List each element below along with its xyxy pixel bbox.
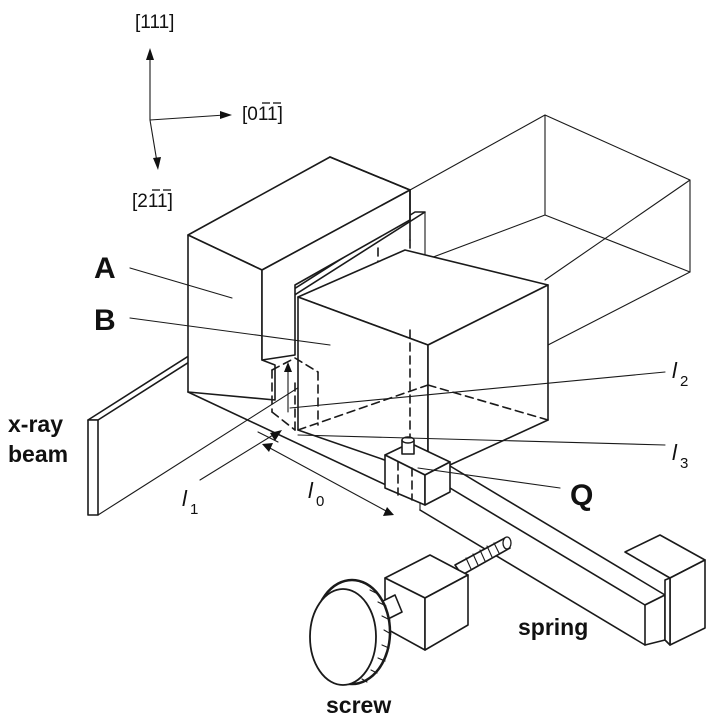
gap-marker xyxy=(271,357,319,431)
knurl-marks xyxy=(359,581,392,683)
label-B: B xyxy=(94,304,116,337)
arrowhead-l1-icon xyxy=(270,430,282,441)
svg-text:0: 0 xyxy=(316,493,324,510)
label-Q: Q xyxy=(570,479,593,512)
back-box xyxy=(409,114,691,346)
svg-text:l: l xyxy=(182,486,188,511)
label-xray-line2: beam xyxy=(8,441,68,467)
screw-mechanism xyxy=(309,536,512,686)
label-l1: l 1 xyxy=(182,486,198,518)
crystal-A xyxy=(187,156,419,501)
dimension-l1 xyxy=(199,430,282,481)
arrowhead-up-icon xyxy=(146,48,154,60)
label-l3: l 3 xyxy=(672,440,688,472)
arrowhead-small-icon xyxy=(284,362,292,372)
arrowhead-l0-left-icon xyxy=(262,443,273,452)
svg-text:[211]: [211] xyxy=(132,191,173,212)
label-l2: l 2 xyxy=(672,358,688,390)
label-xray-line1: x-ray xyxy=(8,411,63,437)
svg-text:l: l xyxy=(672,440,678,465)
svg-text:1: 1 xyxy=(190,501,198,518)
svg-text:[011]: [011] xyxy=(242,104,283,125)
label-A: A xyxy=(94,252,116,285)
Q-block xyxy=(384,436,451,506)
leader-lines xyxy=(129,267,666,489)
svg-text:2: 2 xyxy=(680,373,688,390)
direction-label-0-11: [011] xyxy=(242,102,283,125)
spring-end-block xyxy=(624,534,706,646)
svg-text:l: l xyxy=(308,478,314,503)
label-spring: spring xyxy=(518,614,588,640)
direction-label-2-11: [211] xyxy=(132,189,173,212)
label-screw: screw xyxy=(326,692,391,714)
axis-triad xyxy=(146,48,232,170)
arrowhead-down-icon xyxy=(153,157,161,170)
arrowhead-l0-right-icon xyxy=(383,507,394,516)
label-l0: l 0 xyxy=(308,478,324,510)
dimension-l0 xyxy=(262,443,394,516)
svg-text:[111]: [111] xyxy=(135,12,174,33)
arrowhead-right-icon xyxy=(220,111,232,119)
svg-text:3: 3 xyxy=(680,455,688,472)
svg-text:l: l xyxy=(672,358,678,383)
direction-label-111: [111] xyxy=(135,12,174,33)
crystal-B xyxy=(297,249,549,476)
